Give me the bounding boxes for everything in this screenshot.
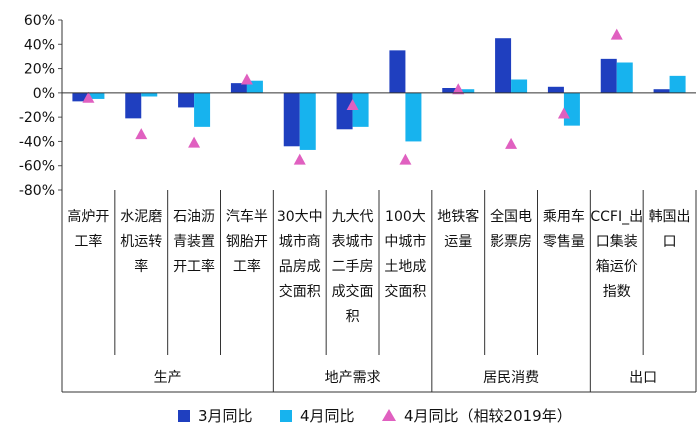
y-tick-label: 0% (33, 86, 55, 102)
y-tick-label: -80% (19, 183, 55, 199)
legend-label-march: 3月同比 (198, 407, 253, 425)
bar-april (564, 93, 580, 126)
y-tick-label: 40% (24, 37, 55, 53)
bar-april (300, 93, 316, 150)
legend-item-march: 3月同比 (178, 405, 253, 426)
bar-march (125, 93, 141, 119)
marker-april-vs-2019 (241, 74, 253, 85)
category-label: 韩国出口 (643, 205, 696, 255)
category-label: 全国电影票房 (485, 205, 538, 255)
category-label: 30大中城市商品房成交面积 (273, 205, 326, 305)
bar-march (601, 59, 617, 93)
bar-april (405, 93, 421, 142)
bar-march (337, 93, 353, 129)
legend-item-april: 4月同比 (280, 405, 355, 426)
bar-march (495, 38, 511, 93)
y-tick-label: -20% (19, 110, 55, 126)
bar-april (194, 93, 210, 127)
y-tick-label: 20% (24, 62, 55, 78)
legend-swatch-march (178, 410, 190, 422)
legend-triangle-icon (382, 409, 396, 421)
legend-item-april-vs-2019: 4月同比（相较2019年） (382, 405, 572, 426)
bars (72, 38, 685, 150)
gridlines (58, 20, 62, 190)
category-label: 九大代表城市二手房成交面积 (326, 205, 379, 330)
group-label: 地产需求 (273, 367, 432, 387)
marker-april-vs-2019 (188, 137, 200, 148)
y-tick-label: -40% (19, 134, 55, 150)
bar-april (670, 76, 686, 93)
bar-april (511, 80, 527, 93)
y-tick-label: 60% (24, 13, 55, 29)
legend-label-april-vs-2019: 4月同比（相较2019年） (404, 407, 572, 425)
category-label: 汽车半钢胎开工率 (221, 205, 274, 280)
group-label: 居民消费 (432, 367, 591, 387)
group-label: 生产 (62, 367, 273, 387)
y-tick-label: -60% (19, 159, 55, 175)
marker-april-vs-2019 (505, 138, 517, 149)
marker-april-vs-2019 (135, 128, 147, 139)
legend-swatch-april (280, 410, 292, 422)
category-label: 石油沥青装置开工率 (168, 205, 221, 280)
bar-march (389, 50, 405, 93)
bar-april (141, 93, 157, 97)
legend-label-april: 4月同比 (300, 407, 355, 425)
bar-march (231, 83, 247, 93)
marker-april-vs-2019 (294, 154, 306, 165)
category-label: CCFI_出口集装箱运价指数 (590, 205, 643, 305)
bar-march (178, 93, 194, 108)
category-label: 水泥磨机运转率 (115, 205, 168, 280)
bar-april (617, 63, 633, 93)
bar-march (654, 89, 670, 93)
marker-april-vs-2019 (611, 29, 623, 40)
bar-march (548, 87, 564, 93)
category-label: 地铁客运量 (432, 205, 485, 255)
group-label: 出口 (590, 367, 696, 387)
category-label: 乘用车零售量 (538, 205, 591, 255)
y-axis-ticks: 60% 40% 20% 0% -20% -40% -60% -80% (19, 13, 55, 199)
marker-april-vs-2019 (399, 154, 411, 165)
category-label: 100大中城市土地成交面积 (379, 205, 432, 305)
bar-march (284, 93, 300, 146)
category-label: 高炉开工率 (62, 205, 115, 255)
